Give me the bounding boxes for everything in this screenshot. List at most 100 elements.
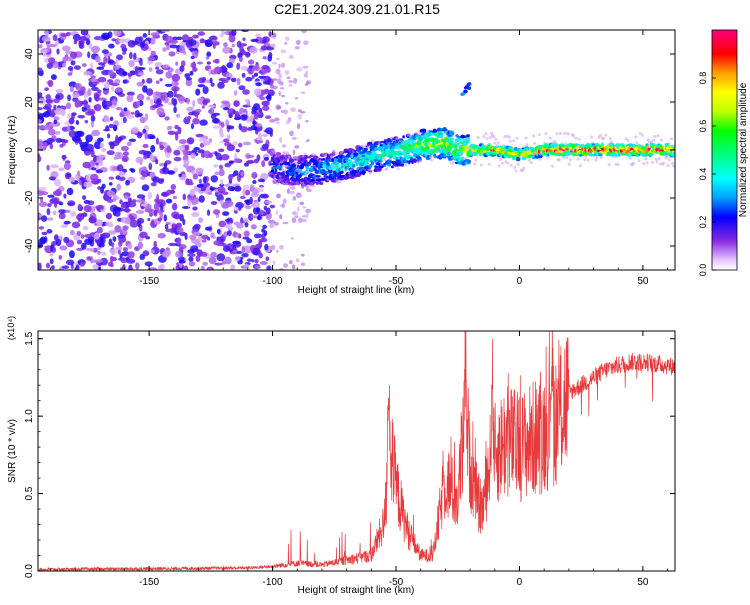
heatmap-cell: [197, 31, 206, 36]
heatmap-cell: [659, 145, 664, 150]
heatmap-cell: [479, 163, 483, 167]
heatmap-cell: [653, 150, 657, 154]
heatmap-cell: [672, 164, 675, 168]
heatmap-cell: [228, 223, 233, 230]
heatmap-cell: [212, 125, 221, 129]
heatmap-cell: [39, 236, 47, 245]
heatmap-cell: [380, 157, 383, 162]
heatmap-cell: [106, 150, 115, 156]
heatmap-cell: [329, 155, 333, 159]
heatmap-cell: [142, 143, 149, 149]
heatmap-cell: [38, 226, 45, 230]
heatmap-cell: [175, 113, 181, 118]
heatmap-cell: [336, 180, 340, 184]
heatmap-cell: [284, 69, 290, 76]
heatmap-cell: [292, 211, 298, 216]
heatmap-cell: [309, 184, 313, 188]
heatmap-cell: [249, 46, 258, 54]
heatmap-cell: [38, 92, 43, 97]
heatmap-cell: [300, 111, 306, 114]
heatmap-cell: [80, 234, 85, 239]
heatmap-cell: [293, 77, 298, 84]
heatmap-cell: [67, 66, 74, 71]
heatmap-cell: [649, 140, 653, 144]
heatmap-cell: [645, 161, 649, 165]
heatmap-cell: [287, 116, 292, 123]
heatmap-cell: [164, 223, 169, 230]
heatmap-cell: [204, 226, 212, 231]
heatmap-cell: [485, 137, 489, 141]
heatmap-cell: [218, 168, 225, 177]
heatmap-cell: [172, 36, 178, 41]
heatmap-cell: [264, 243, 269, 251]
heatmap-cell: [48, 176, 57, 181]
heatmap-cell: [201, 239, 207, 243]
heatmap-cell: [232, 240, 241, 245]
heatmap-cell: [221, 154, 230, 161]
heatmap-cell: [315, 175, 321, 178]
heatmap-cell: [97, 76, 107, 83]
x-tick-label: -50: [389, 276, 404, 287]
heatmap-cell: [261, 160, 266, 168]
heatmap-cell: [48, 57, 56, 64]
heatmap-cell: [243, 141, 251, 146]
heatmap-cell: [107, 133, 111, 139]
heatmap-cell: [208, 35, 218, 41]
heatmap-cell: [222, 211, 230, 216]
heatmap-cell: [208, 257, 217, 265]
heatmap-cell: [38, 44, 43, 49]
heatmap-cell: [167, 125, 173, 130]
heatmap-cell: [232, 250, 238, 254]
heatmap-cell: [65, 102, 72, 110]
heatmap-cell: [242, 188, 246, 197]
y-tick-label: 40: [24, 48, 35, 60]
heatmap-cell: [46, 208, 51, 216]
heatmap-cell: [120, 257, 128, 264]
heatmap-cell: [282, 154, 286, 157]
heatmap-cell: [154, 62, 162, 67]
heatmap-cell: [292, 166, 297, 170]
x-tick-label: -100: [263, 577, 283, 588]
heatmap-cell: [213, 67, 217, 75]
heatmap-cell: [242, 37, 246, 42]
heatmap-cell: [173, 149, 181, 156]
heatmap-cell: [203, 182, 211, 187]
heatmap-cell: [80, 86, 86, 94]
heatmap-cell: [198, 178, 202, 184]
heatmap-cell: [463, 89, 468, 93]
heatmap-cell: [38, 262, 42, 270]
heatmap-cell: [55, 137, 62, 143]
heatmap-cell: [62, 154, 66, 161]
heatmap-cell: [108, 59, 114, 64]
heatmap-cell: [279, 162, 284, 166]
heatmap-cell: [164, 83, 173, 87]
heatmap-cell: [175, 61, 179, 66]
heatmap-cell: [50, 111, 54, 117]
heatmap-cell: [269, 119, 276, 123]
heatmap-cell: [159, 112, 166, 116]
heatmap-cell: [91, 45, 100, 54]
heatmap-cell: [44, 87, 49, 91]
heatmap-cell: [114, 65, 120, 70]
heatmap-cell: [69, 229, 75, 236]
heatmap-cell: [655, 147, 659, 153]
heatmap-cell: [226, 62, 234, 69]
heatmap-cell: [98, 62, 105, 66]
heatmap-cell: [272, 179, 278, 185]
heatmap-cell: [220, 179, 224, 186]
heatmap-cell: [121, 155, 129, 162]
heatmap-cell: [157, 232, 166, 239]
heatmap-cell: [120, 267, 125, 270]
heatmap-cell: [185, 182, 194, 186]
heatmap-cell: [248, 213, 254, 222]
heatmap-cell: [249, 196, 254, 204]
heatmap-cell: [113, 206, 122, 212]
heatmap-cell: [174, 214, 181, 220]
heatmap-cell: [118, 38, 127, 44]
heatmap-cell: [149, 98, 154, 106]
heatmap-cell: [186, 137, 195, 145]
heatmap-cell: [146, 88, 154, 96]
heatmap-cell: [294, 46, 300, 50]
heatmap-cell: [238, 56, 243, 62]
heatmap-cell: [74, 83, 80, 89]
